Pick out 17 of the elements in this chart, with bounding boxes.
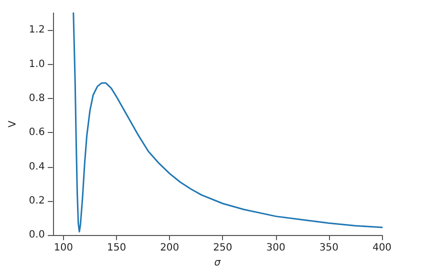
x-tick-label: 350 [319,242,338,254]
x-tick-label: 250 [213,242,232,254]
x-tick-label: 100 [54,242,73,254]
y-tick-label: 0.2 [28,195,45,206]
x-tick-label: 400 [372,242,392,254]
y-tick-label: 1.0 [28,58,45,70]
x-axis-title: σ [214,258,222,268]
line-series [72,12,383,232]
y-axis-title: V [8,120,18,128]
x-tick-label: 300 [266,242,286,254]
y-tick-label: 0.6 [28,127,45,138]
x-tick-label: 150 [106,242,126,254]
y-tick-label: 0.4 [28,161,45,172]
y-tick-label: 0.0 [28,230,45,241]
y-tick-label: 0.8 [28,92,45,104]
x-tick-label: 200 [160,242,180,254]
y-tick-label: 1.2 [28,24,45,36]
